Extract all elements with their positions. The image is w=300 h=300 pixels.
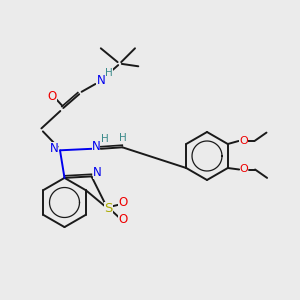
Text: O: O [118,196,127,209]
Text: H: H [105,68,113,78]
Text: N: N [92,140,100,153]
Text: N: N [92,166,101,179]
Text: O: O [118,213,127,226]
Text: O: O [47,89,56,103]
Text: O: O [240,164,248,175]
Text: N: N [96,74,105,87]
Text: S: S [104,202,113,215]
Text: O: O [239,136,248,146]
Text: H: H [119,133,127,143]
Text: N: N [50,142,58,155]
Text: H: H [100,134,108,144]
